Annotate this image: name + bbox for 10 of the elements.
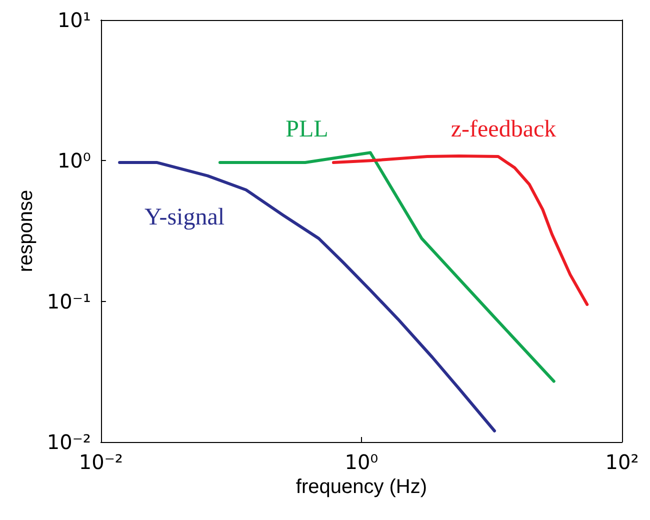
series-label: z-feedback	[450, 116, 556, 143]
y-axis-title: response	[15, 190, 37, 272]
x-tick-label: 10²	[605, 450, 639, 474]
y-tick-label: 10⁻¹	[46, 289, 91, 314]
series-label: Y-signal	[144, 204, 225, 231]
series-label: PLL	[286, 116, 328, 143]
x-axis-title: frequency (Hz)	[296, 476, 428, 498]
y-tick-label: 10⁰	[57, 148, 91, 173]
x-tick-label: 10⁰	[344, 450, 378, 474]
y-tick-label: 10¹	[57, 8, 91, 32]
